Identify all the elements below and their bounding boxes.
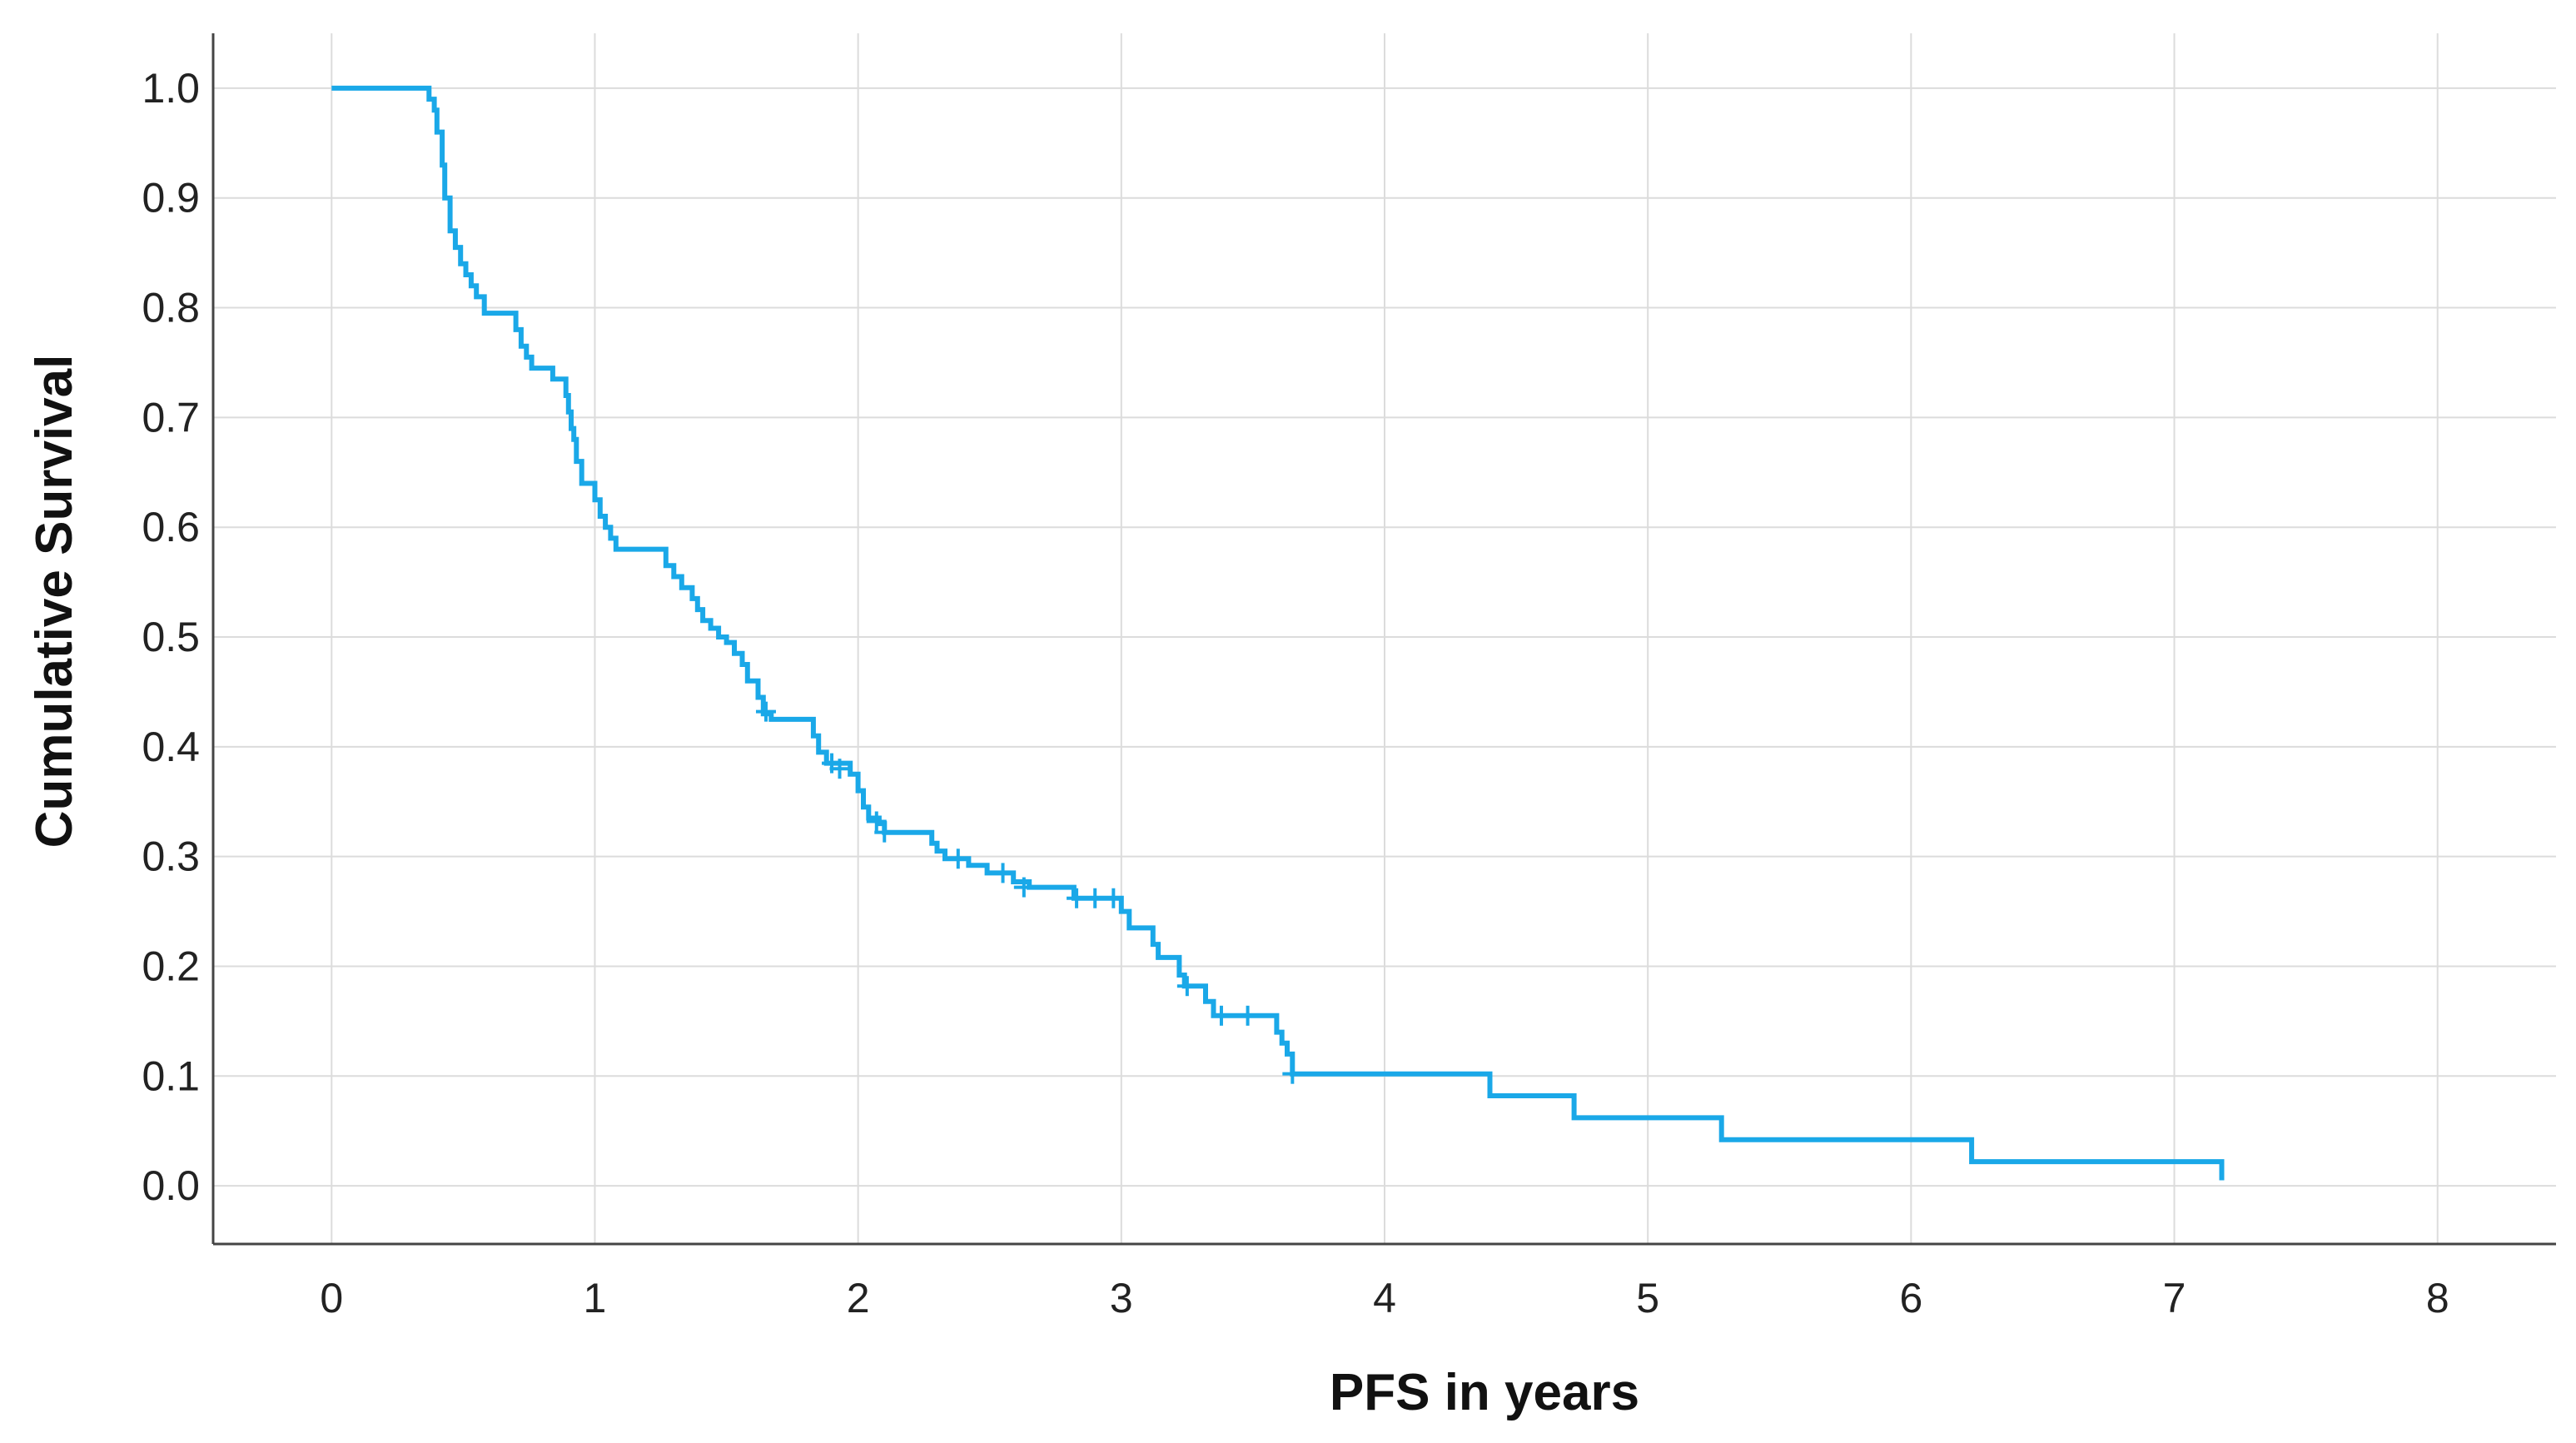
censor-mark — [874, 822, 895, 843]
censor-mark — [947, 848, 968, 869]
y-tick-label: 0.5 — [142, 614, 200, 660]
censor-mark — [1085, 888, 1106, 908]
x-tick-label: 3 — [1110, 1275, 1133, 1321]
censor-mark — [1103, 888, 1124, 908]
x-tick-label: 5 — [1636, 1275, 1659, 1321]
series-layer — [331, 85, 2225, 1181]
censor-mark — [755, 701, 776, 722]
x-tick-label: 4 — [1373, 1275, 1396, 1321]
censor-mark — [1282, 1063, 1303, 1084]
censor-mark — [1067, 888, 1087, 908]
censor-mark — [866, 811, 887, 832]
x-tick-label: 2 — [847, 1275, 870, 1321]
censor-mark — [1176, 976, 1197, 997]
y-tick-label: 1.0 — [142, 65, 200, 112]
y-tick-label: 0.3 — [142, 833, 200, 880]
x-tick-label: 8 — [2426, 1275, 2449, 1321]
censor-mark — [829, 759, 850, 779]
x-tick-label: 1 — [584, 1275, 607, 1321]
y-tick-label: 0.9 — [142, 175, 200, 221]
y-axis-title: Cumulative Survival — [26, 355, 83, 848]
x-tick-label: 0 — [320, 1275, 343, 1321]
y-tick-label: 0.2 — [142, 943, 200, 989]
survival-curve-0 — [331, 85, 2225, 1181]
y-tick-label: 0.6 — [142, 504, 200, 550]
y-tick-label: 0.8 — [142, 285, 200, 331]
y-tick-label: 0.7 — [142, 394, 200, 440]
axes — [211, 33, 2556, 1246]
censor-mark — [1211, 1005, 1231, 1026]
y-tick-label: 0.4 — [142, 724, 200, 770]
censor-marks — [755, 701, 1303, 1084]
censor-mark — [1237, 1005, 1258, 1026]
censor-mark — [992, 863, 1013, 883]
x-axis-title: PFS in years — [1330, 1364, 1639, 1421]
grid-lines — [213, 33, 2556, 1244]
y-tick-label: 0.1 — [142, 1052, 200, 1099]
y-tick-label: 0.0 — [142, 1162, 200, 1209]
censor-mark — [1013, 877, 1034, 898]
x-tick-label: 6 — [1899, 1275, 1922, 1321]
tick-labels: 0 1 2 3 4 5 6 7 8 0.0 0.1 0.2 0.3 0.4 0.5 0.6 0.7 0.8 0.9 1… — [142, 65, 2449, 1321]
x-tick-label: 7 — [2163, 1275, 2186, 1321]
